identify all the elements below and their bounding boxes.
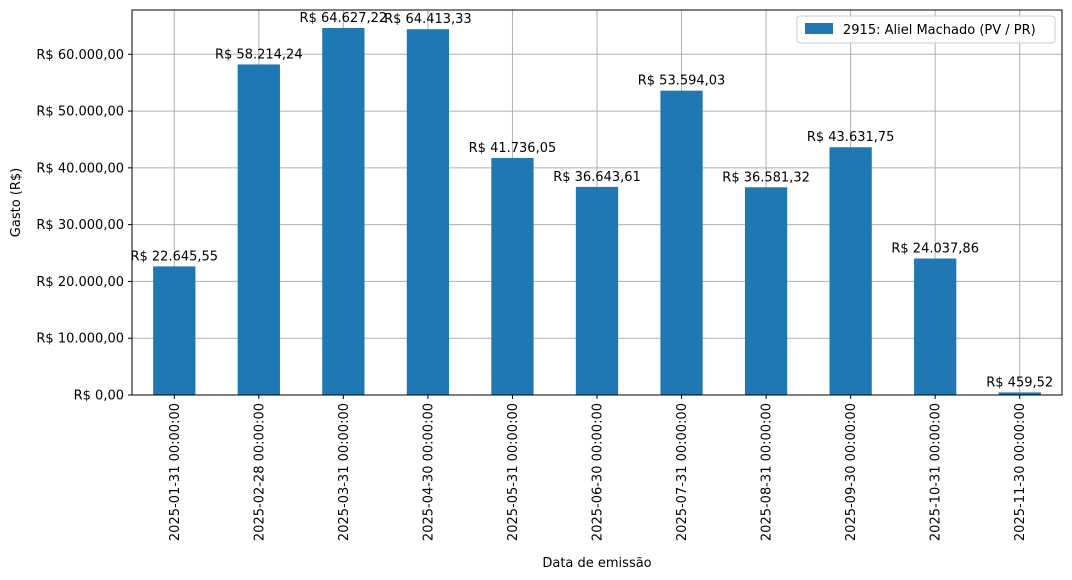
legend-frame [796, 15, 1056, 44]
y-tick-label: R$ 60.000,00 [36, 48, 124, 63]
y-tick-label: R$ 50.000,00 [36, 105, 124, 120]
x-tick-label: 2025-09-30 00:00:00 [844, 403, 859, 541]
bar [237, 64, 280, 396]
legend-label: 2915: Aliel Machado (PV / PR) [843, 23, 1036, 38]
x-tick-label: 2025-02-28 00:00:00 [252, 403, 267, 541]
y-tick-label: R$ 10.000,00 [36, 332, 124, 347]
x-tick-label: 2025-06-30 00:00:00 [591, 403, 606, 541]
bar [998, 392, 1041, 395]
bar-value-label: R$ 43.631,75 [807, 130, 895, 145]
bar-value-label: R$ 53.594,03 [638, 74, 726, 89]
x-tick-label: 2025-07-31 00:00:00 [675, 403, 690, 541]
bar-value-label: R$ 41.736,05 [469, 141, 557, 156]
bar-value-label: R$ 459,52 [986, 375, 1053, 390]
legend: 2915: Aliel Machado (PV / PR) [796, 15, 1056, 44]
bar-value-label: R$ 64.413,33 [384, 12, 472, 27]
bar [914, 258, 957, 395]
data-labels: R$ 22.645,55 R$ 58.214,24 R$ 64.627,22R$ 6… [130, 11, 1053, 390]
y-tick-label: R$ 30.000,00 [36, 218, 124, 233]
y-tick-label: R$ 40.000,00 [36, 161, 124, 176]
bar [744, 187, 788, 395]
bar-value-label: R$ 24.037,86 [891, 242, 979, 257]
bar [829, 147, 872, 395]
legend-swatch [805, 23, 833, 34]
bar-value-label: R$ 58.214,24 [215, 47, 303, 62]
bar [322, 28, 365, 396]
bar-value-label: R$ 36.643,61 [553, 170, 641, 185]
y-axis-title: Gasto (R$) [9, 168, 24, 237]
bar-value-label: R$ 22.645,55 [130, 249, 218, 264]
x-tick-label: 2025-04-30 00:00:00 [421, 403, 436, 541]
y-tick-label: R$ 20.000,00 [36, 275, 124, 290]
x-tick-label: 2025-01-31 00:00:00 [168, 403, 183, 541]
y-tick-label: R$ 0,00 [74, 389, 124, 404]
x-tick-label: 2025-03-31 00:00:00 [337, 403, 352, 541]
bar-value-label: R$ 36.581,32 [722, 170, 810, 185]
bar [575, 186, 619, 395]
x-tick-label: 2025-11-30 00:00:00 [1013, 403, 1028, 541]
bars [153, 28, 1041, 396]
x-axis-ticks: 2025-01-31 00:00:00 2025-02-28 00:00:00 20… [168, 395, 1028, 541]
x-axis-title: Data de emissão [542, 556, 651, 571]
bar-value-label: R$ 64.627,22 [300, 11, 388, 26]
y-axis-ticks: R$ 0,00 R$ 10.000,00 R$ 20.000,00 R$ 30.000… [36, 48, 132, 404]
x-tick-label: 2025-10-31 00:00:00 [929, 403, 944, 541]
bar [153, 266, 196, 395]
bar [660, 90, 703, 395]
bar [491, 158, 534, 395]
x-tick-label: 2025-05-31 00:00:00 [506, 403, 521, 541]
x-tick-label: 2025-08-31 00:00:00 [760, 403, 775, 541]
bar [406, 29, 450, 396]
